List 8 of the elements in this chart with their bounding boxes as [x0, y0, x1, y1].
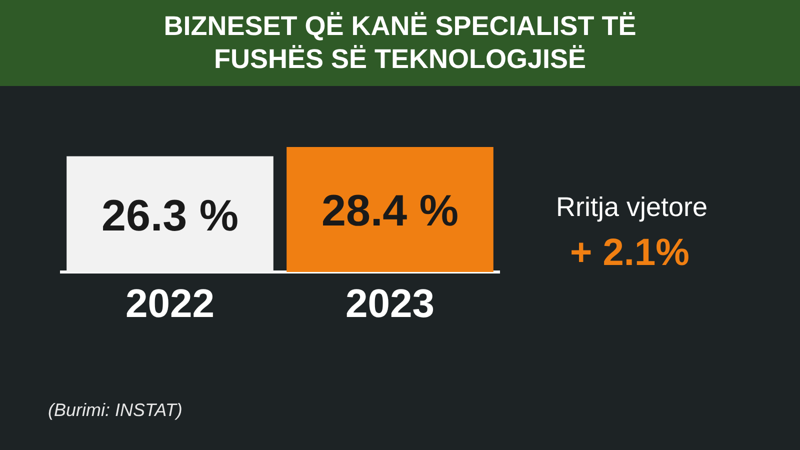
- chart-title: BIZNESET QË KANË SPECIALIST TË FUSHËS SË TEKNOLOGJISË: [162, 10, 638, 76]
- data-label: 26.3 %: [102, 191, 238, 240]
- x-tick-label: 2023: [346, 282, 434, 326]
- text: + 2.1%: [570, 232, 690, 275]
- text: (Burimi: INSTAT): [48, 400, 182, 421]
- x-tick-label: 2022: [126, 282, 214, 326]
- text: Rritja vjetore: [556, 192, 708, 223]
- data-label: 28.4 %: [322, 186, 458, 236]
